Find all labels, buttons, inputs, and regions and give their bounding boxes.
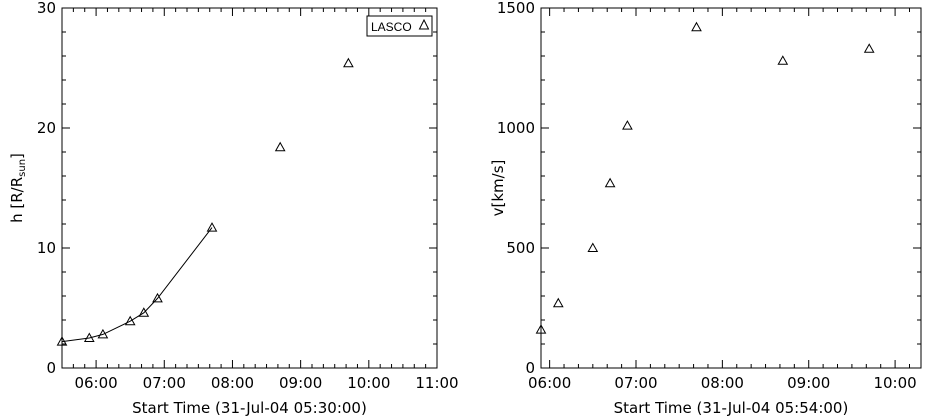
y-ticks: 0 10 20 30 — [37, 0, 437, 377]
y-axis-title: v[km/s] — [489, 160, 507, 217]
y-tick-label: 1500 — [497, 0, 535, 17]
data-point-triangle — [83, 332, 95, 342]
x-ticks: 06:00 07:00 08:00 09:00 10:00 — [528, 8, 917, 392]
y-tick-label: 20 — [37, 119, 56, 137]
velocity-panel: 06:00 07:00 08:00 09:00 10:00 0 500 1000 1500 S… — [489, 0, 922, 417]
data-point-triangle — [552, 297, 564, 308]
x-axis-title: Start Time (31-Jul-04 05:54:00) — [614, 399, 849, 417]
legend-label: LASCO — [371, 20, 412, 34]
y-ticks: 0 500 1000 1500 — [497, 0, 921, 377]
x-tick-label: 10:00 — [873, 374, 916, 392]
data-marks — [535, 21, 875, 334]
y-tick-label: 0 — [525, 359, 535, 377]
data-point-triangle — [124, 315, 136, 326]
y-axis-title: h [R/Rsun] — [8, 153, 28, 223]
data-point-triangle — [56, 336, 68, 346]
x-tick-label: 07:00 — [143, 374, 186, 392]
y-tick-label: 30 — [37, 0, 56, 17]
y-tick-label: 10 — [37, 239, 56, 257]
x-tick-label: 06:00 — [528, 374, 571, 392]
y-tick-label: 500 — [506, 239, 535, 257]
plot-frame — [540, 7, 922, 369]
x-ticks: 06:00 07:00 08:00 09:00 10:00 11:00 — [61, 8, 459, 392]
data-point-triangle — [152, 292, 163, 303]
x-tick-label: 06:00 — [74, 374, 117, 392]
plot-frame — [61, 7, 438, 369]
data-point-triangle — [777, 55, 789, 65]
data-point-triangle — [138, 307, 150, 317]
data-point-triangle — [863, 43, 875, 53]
data-point-triangle — [604, 177, 616, 188]
x-axis-title: Start Time (31-Jul-04 05:30:00) — [132, 399, 367, 417]
x-tick-label: 09:00 — [279, 374, 322, 392]
y-tick-label: 1000 — [497, 119, 535, 137]
legend-triangle-marker — [418, 18, 430, 30]
data-point-triangle — [97, 328, 109, 339]
data-point-triangle — [622, 120, 633, 130]
legend-box — [366, 15, 433, 37]
data-point-triangle — [206, 222, 218, 232]
height-panel: 06:00 07:00 08:00 09:00 10:00 11:00 0 10 20 30 S… — [8, 0, 459, 417]
data-point-triangle — [343, 57, 354, 68]
data-point-triangle — [535, 324, 547, 334]
x-tick-label: 08:00 — [701, 374, 744, 392]
x-tick-label: 08:00 — [211, 374, 254, 392]
x-tick-label: 10:00 — [347, 374, 390, 392]
data-point-triangle — [274, 141, 286, 152]
data-point-triangle — [587, 242, 599, 252]
x-tick-label: 11:00 — [415, 374, 458, 392]
data-marks — [56, 57, 354, 346]
series-line — [61, 227, 213, 343]
x-tick-label: 07:00 — [614, 374, 657, 392]
legend: LASCO — [366, 15, 433, 37]
x-tick-label: 09:00 — [787, 374, 830, 392]
y-tick-label: 0 — [46, 359, 56, 377]
data-point-triangle — [691, 21, 702, 32]
